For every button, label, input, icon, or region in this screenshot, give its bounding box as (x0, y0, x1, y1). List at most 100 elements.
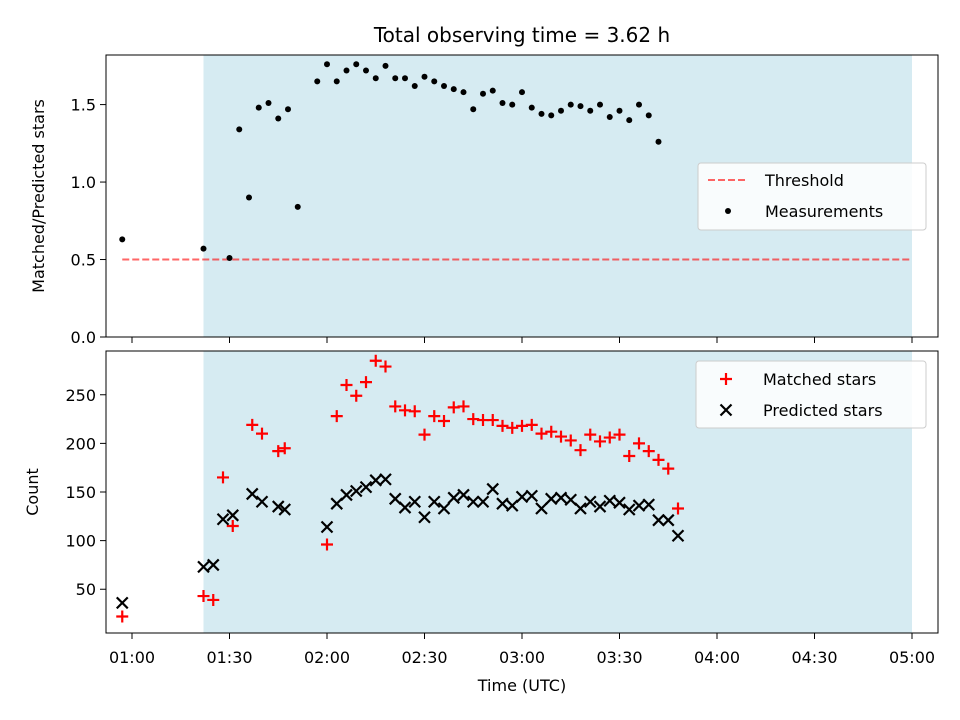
data-point (597, 101, 603, 108)
data-point (486, 482, 500, 496)
data-point (593, 500, 607, 513)
data-point (379, 473, 392, 486)
data-point (226, 254, 233, 261)
data-point (428, 410, 441, 423)
data-point (476, 495, 490, 509)
data-point (636, 101, 642, 108)
data-point (207, 593, 220, 606)
x-tick-label: 02:00 (304, 648, 350, 667)
data-point (340, 379, 353, 392)
data-point (217, 471, 229, 484)
legend-label-predicted: Predicted stars (763, 401, 883, 420)
data-point (528, 104, 535, 111)
ratio-series-measurements (119, 61, 662, 261)
legend-swatch-predicted (719, 403, 733, 417)
y-tick-label: 0.0 (71, 328, 96, 347)
data-point (652, 453, 665, 466)
y-tick-label: 50 (76, 580, 96, 599)
data-point (265, 100, 272, 107)
count-legend: Matched stars Predicted stars (695, 360, 927, 429)
data-point (271, 500, 285, 513)
data-point (450, 86, 457, 93)
data-point (661, 513, 675, 527)
data-point (200, 245, 207, 252)
data-point (285, 106, 291, 113)
x-tick-label: 04:30 (791, 648, 837, 667)
data-point (545, 425, 558, 438)
data-point (496, 497, 509, 510)
data-point (363, 67, 369, 74)
data-point (236, 126, 243, 133)
y-tick-label: 1.0 (71, 173, 96, 192)
data-point (564, 493, 578, 507)
data-point (457, 400, 470, 413)
data-point (255, 495, 269, 509)
data-point (246, 418, 259, 431)
y-tick-label: 100 (65, 532, 96, 551)
data-point (672, 502, 684, 515)
data-point (642, 445, 655, 458)
data-point (558, 107, 564, 114)
data-point (408, 405, 421, 418)
data-point (340, 488, 353, 502)
data-point (499, 100, 506, 107)
data-point (360, 376, 372, 389)
data-point (418, 511, 431, 524)
data-point (421, 73, 428, 80)
data-point (606, 113, 613, 120)
ratio-panel: 0.0 0.5 1.0 1.5 Matched/Predicted stars Total… (29, 23, 939, 347)
data-point (226, 509, 240, 522)
data-point (525, 489, 539, 503)
count-series-matched-stars (116, 354, 684, 623)
x-tick-label: 02:30 (401, 648, 447, 667)
data-point (226, 520, 239, 533)
data-point (574, 502, 587, 515)
data-point (369, 354, 382, 367)
data-point (411, 82, 418, 89)
data-point (535, 502, 548, 515)
count-y-axis-label: Count (23, 468, 42, 516)
data-point (353, 61, 360, 68)
data-point (555, 430, 567, 443)
data-point (623, 450, 636, 463)
data-point (506, 421, 519, 434)
data-point (509, 101, 516, 108)
data-point (642, 498, 656, 511)
data-point (314, 78, 321, 85)
legend-label-measurements: Measurements (765, 202, 883, 221)
data-point (359, 480, 373, 494)
data-point (115, 596, 129, 610)
data-point (645, 112, 652, 119)
data-point (613, 496, 626, 509)
count-panel: 50 100 150 200 250 01:00 01:30 02:00 02:30 03:00 0… (23, 350, 939, 695)
data-point (447, 491, 461, 505)
data-point (408, 495, 422, 509)
data-point (197, 590, 210, 603)
data-point (594, 435, 606, 448)
data-point (330, 410, 343, 423)
legend-swatch-measurements (725, 208, 731, 214)
data-point (255, 104, 262, 111)
data-point (278, 442, 291, 455)
data-point (206, 558, 220, 572)
y-tick-label: 200 (65, 434, 96, 453)
legend-swatch-matched (720, 373, 732, 385)
data-point (457, 488, 470, 502)
data-point (519, 89, 525, 96)
y-tick-label: 250 (65, 386, 96, 405)
data-point (577, 103, 584, 110)
data-point (538, 110, 545, 117)
data-point (525, 418, 538, 431)
data-point (427, 495, 441, 509)
data-point (437, 502, 451, 515)
x-axis-label: Time (UTC) (477, 676, 566, 695)
data-point (662, 462, 675, 475)
data-point (489, 87, 496, 94)
ratio-legend: Threshold Measurements (697, 162, 927, 231)
data-point (330, 497, 344, 510)
data-point (320, 520, 334, 534)
data-point (350, 389, 363, 402)
data-point (275, 115, 282, 122)
data-point (431, 78, 438, 85)
data-point (418, 428, 431, 441)
